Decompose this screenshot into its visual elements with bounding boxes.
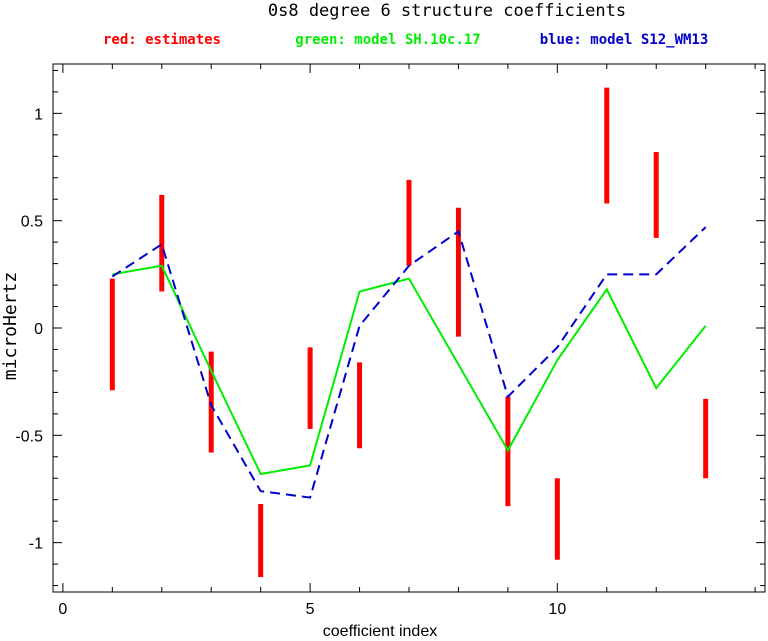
legend-estimates: red: estimates	[103, 32, 221, 48]
x-tick-label: 5	[306, 601, 315, 618]
estimate-error-bars	[109, 87, 709, 577]
series-line-sh10c17	[112, 264, 707, 476]
chart-title: 0s8 degree 6 structure coefficients	[268, 1, 626, 21]
y-tick-label: 1	[34, 106, 43, 123]
x-tick-labels: 0 5 10	[58, 601, 566, 618]
x-tick-label: 10	[548, 601, 566, 618]
model-lines	[111, 226, 707, 499]
y-tick-labels: -1 -0.5 0 0.5 1	[15, 106, 43, 552]
y-tick-label: 0	[34, 321, 43, 338]
y-tick-label: 0.5	[21, 214, 43, 231]
y-axis-label: microHertz	[0, 272, 21, 380]
y-tick-label: -1	[29, 536, 43, 553]
series-line-s12wm13	[111, 226, 707, 499]
axis-ticks	[53, 64, 765, 592]
legend-model-s12wm13: blue: model S12_WM13	[540, 32, 709, 48]
plot-frame	[52, 63, 766, 593]
legend-model-sh10c17: green: model SH.10c.17	[295, 32, 480, 48]
x-tick-label: 0	[58, 601, 67, 618]
x-axis-label: coefficient index	[323, 623, 437, 640]
y-tick-label: -0.5	[15, 428, 43, 445]
